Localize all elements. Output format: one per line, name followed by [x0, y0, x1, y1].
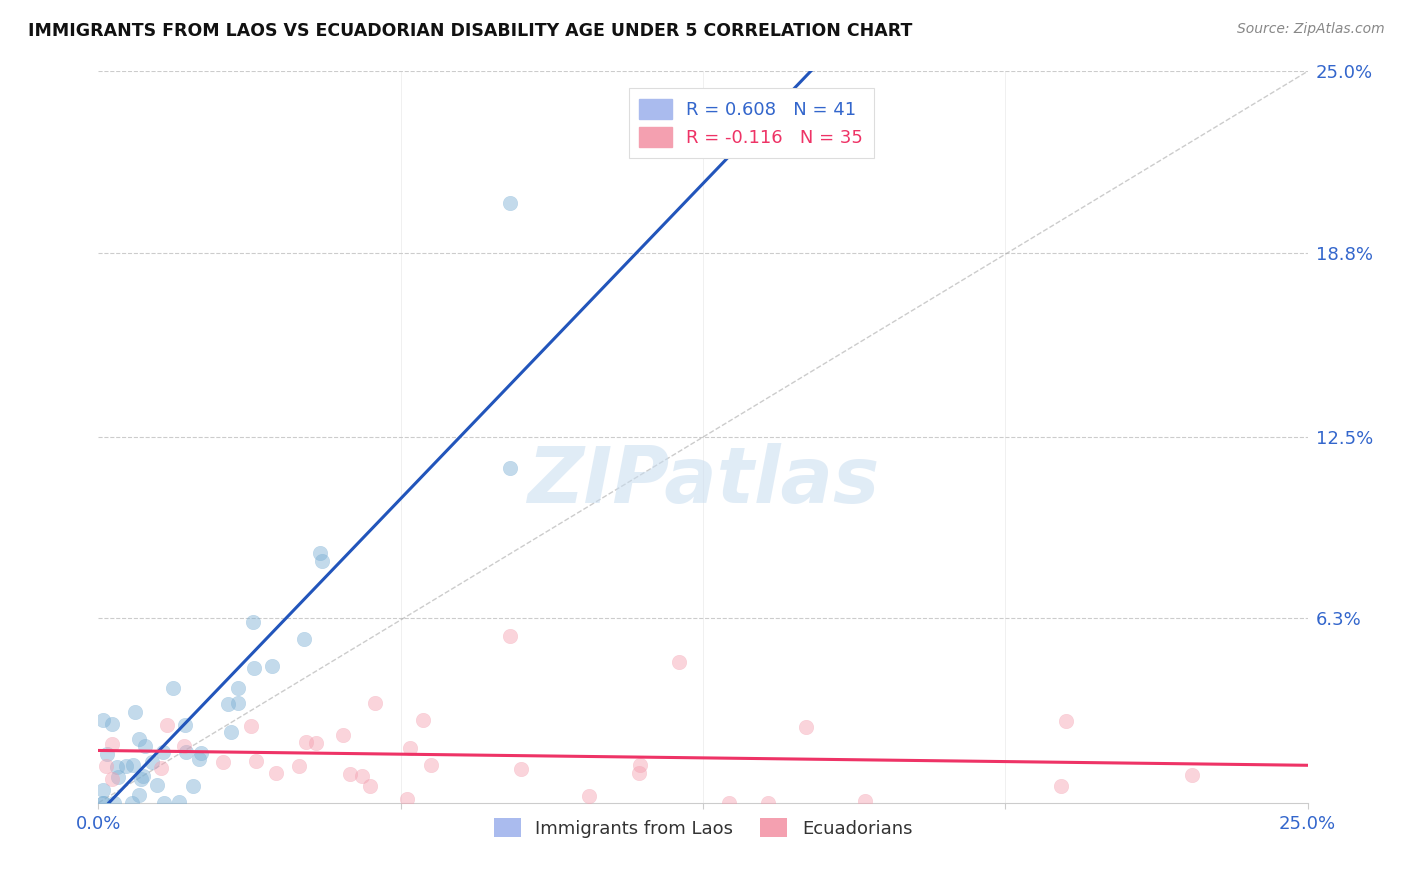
Point — [100, 737, 122, 751]
Point — [128, 788, 150, 802]
Point — [628, 758, 651, 772]
Point — [498, 629, 520, 643]
Point — [359, 779, 381, 793]
Legend: Immigrants from Laos, Ecuadorians: Immigrants from Laos, Ecuadorians — [486, 811, 920, 845]
Point — [134, 739, 156, 753]
Point — [352, 769, 374, 783]
Point — [162, 681, 184, 696]
Point — [174, 745, 197, 759]
Point — [122, 758, 145, 772]
Point — [124, 705, 146, 719]
Point — [305, 736, 328, 750]
Text: ZIPatlas: ZIPatlas — [527, 443, 879, 519]
Point — [309, 546, 332, 560]
Point — [91, 713, 114, 727]
Point — [152, 745, 174, 759]
Point — [242, 661, 264, 675]
Point — [226, 696, 249, 710]
Point — [103, 796, 125, 810]
Point — [153, 796, 176, 810]
Point — [1181, 767, 1204, 781]
Point — [221, 725, 243, 739]
Point — [668, 656, 690, 670]
Point — [498, 461, 520, 475]
Point — [150, 760, 173, 774]
Point — [756, 796, 779, 810]
Point — [91, 782, 114, 797]
Point — [420, 758, 443, 772]
Point — [395, 792, 418, 806]
Point — [91, 796, 114, 810]
Point — [311, 554, 333, 568]
Point — [292, 632, 315, 646]
Point — [364, 696, 387, 710]
Point — [96, 747, 118, 761]
Point — [718, 796, 741, 810]
Point — [181, 779, 204, 793]
Point — [132, 769, 155, 783]
Point — [242, 615, 264, 629]
Point — [262, 659, 284, 673]
Point — [107, 770, 129, 784]
Point — [156, 718, 179, 732]
Point — [128, 732, 150, 747]
Point — [240, 719, 263, 733]
Point — [794, 720, 817, 734]
Point — [115, 758, 138, 772]
Point — [96, 758, 118, 772]
Point — [578, 789, 600, 803]
Point — [101, 717, 124, 731]
Point — [101, 772, 124, 787]
Point — [412, 713, 434, 727]
Point — [288, 758, 311, 772]
Point — [226, 681, 249, 696]
Point — [91, 796, 114, 810]
Point — [173, 739, 195, 754]
Point — [167, 795, 190, 809]
Point — [187, 752, 209, 766]
Point — [627, 765, 650, 780]
Point — [498, 196, 520, 211]
Point — [131, 772, 153, 787]
Point — [105, 760, 128, 774]
Point — [295, 735, 318, 749]
Point — [264, 766, 287, 780]
Point — [339, 767, 361, 781]
Point — [212, 755, 235, 769]
Point — [141, 756, 163, 770]
Point — [399, 741, 422, 756]
Point — [509, 762, 531, 776]
Text: Source: ZipAtlas.com: Source: ZipAtlas.com — [1237, 22, 1385, 37]
Point — [121, 796, 143, 810]
Point — [145, 778, 167, 792]
Point — [332, 728, 354, 742]
Point — [1050, 779, 1073, 793]
Point — [190, 746, 212, 760]
Text: IMMIGRANTS FROM LAOS VS ECUADORIAN DISABILITY AGE UNDER 5 CORRELATION CHART: IMMIGRANTS FROM LAOS VS ECUADORIAN DISAB… — [28, 22, 912, 40]
Point — [174, 718, 197, 732]
Point — [217, 697, 239, 711]
Point — [1054, 714, 1077, 728]
Point — [245, 754, 267, 768]
Point — [853, 794, 876, 808]
